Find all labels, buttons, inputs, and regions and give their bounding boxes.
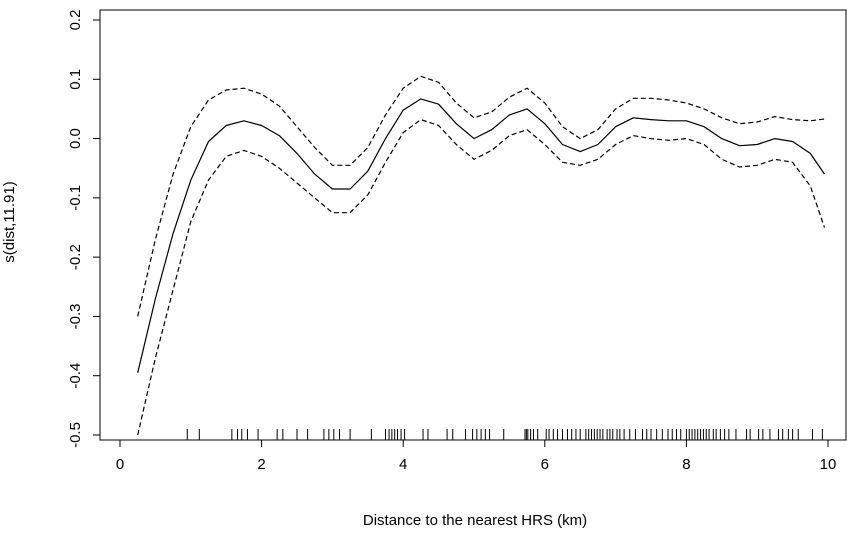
- y-tick-label-0: -0.5: [67, 422, 84, 448]
- series-layer: [137, 75, 826, 436]
- y-tick-label-4: -0.1: [67, 185, 84, 211]
- y-tick-label-6: 0.1: [67, 69, 84, 90]
- y-axis: -0.5 -0.4 -0.3 -0.2 -0.1 0.0 0.1 0.2: [67, 10, 100, 448]
- x-tick-label-8: 8: [682, 456, 690, 473]
- y-tick-label-7: 0.2: [67, 10, 84, 31]
- y-tick-label-2: -0.3: [67, 303, 84, 329]
- x-tick-label-2: 2: [257, 456, 265, 473]
- x-axis-title: Distance to the nearest HRS (km): [363, 512, 587, 529]
- rug-layer: [186, 429, 823, 440]
- upper-confidence-band-line: [137, 75, 825, 317]
- lower-confidence-band-line: [137, 118, 826, 436]
- x-tick-label-6: 6: [541, 456, 549, 473]
- x-axis: 0 2 4 6 8 10: [116, 440, 837, 473]
- x-tick-label-0: 0: [116, 456, 124, 473]
- smooth-estimate-line: [137, 98, 825, 373]
- x-tick-label-4: 4: [399, 456, 407, 473]
- y-axis-title: s(dist,11.91): [1, 181, 18, 262]
- y-tick-label-1: -0.4: [67, 363, 84, 389]
- y-tick-label-5: 0.0: [67, 128, 84, 149]
- x-tick-label-10: 10: [820, 456, 837, 473]
- plot-frame: [99, 9, 847, 441]
- y-tick-label-3: -0.2: [67, 244, 84, 270]
